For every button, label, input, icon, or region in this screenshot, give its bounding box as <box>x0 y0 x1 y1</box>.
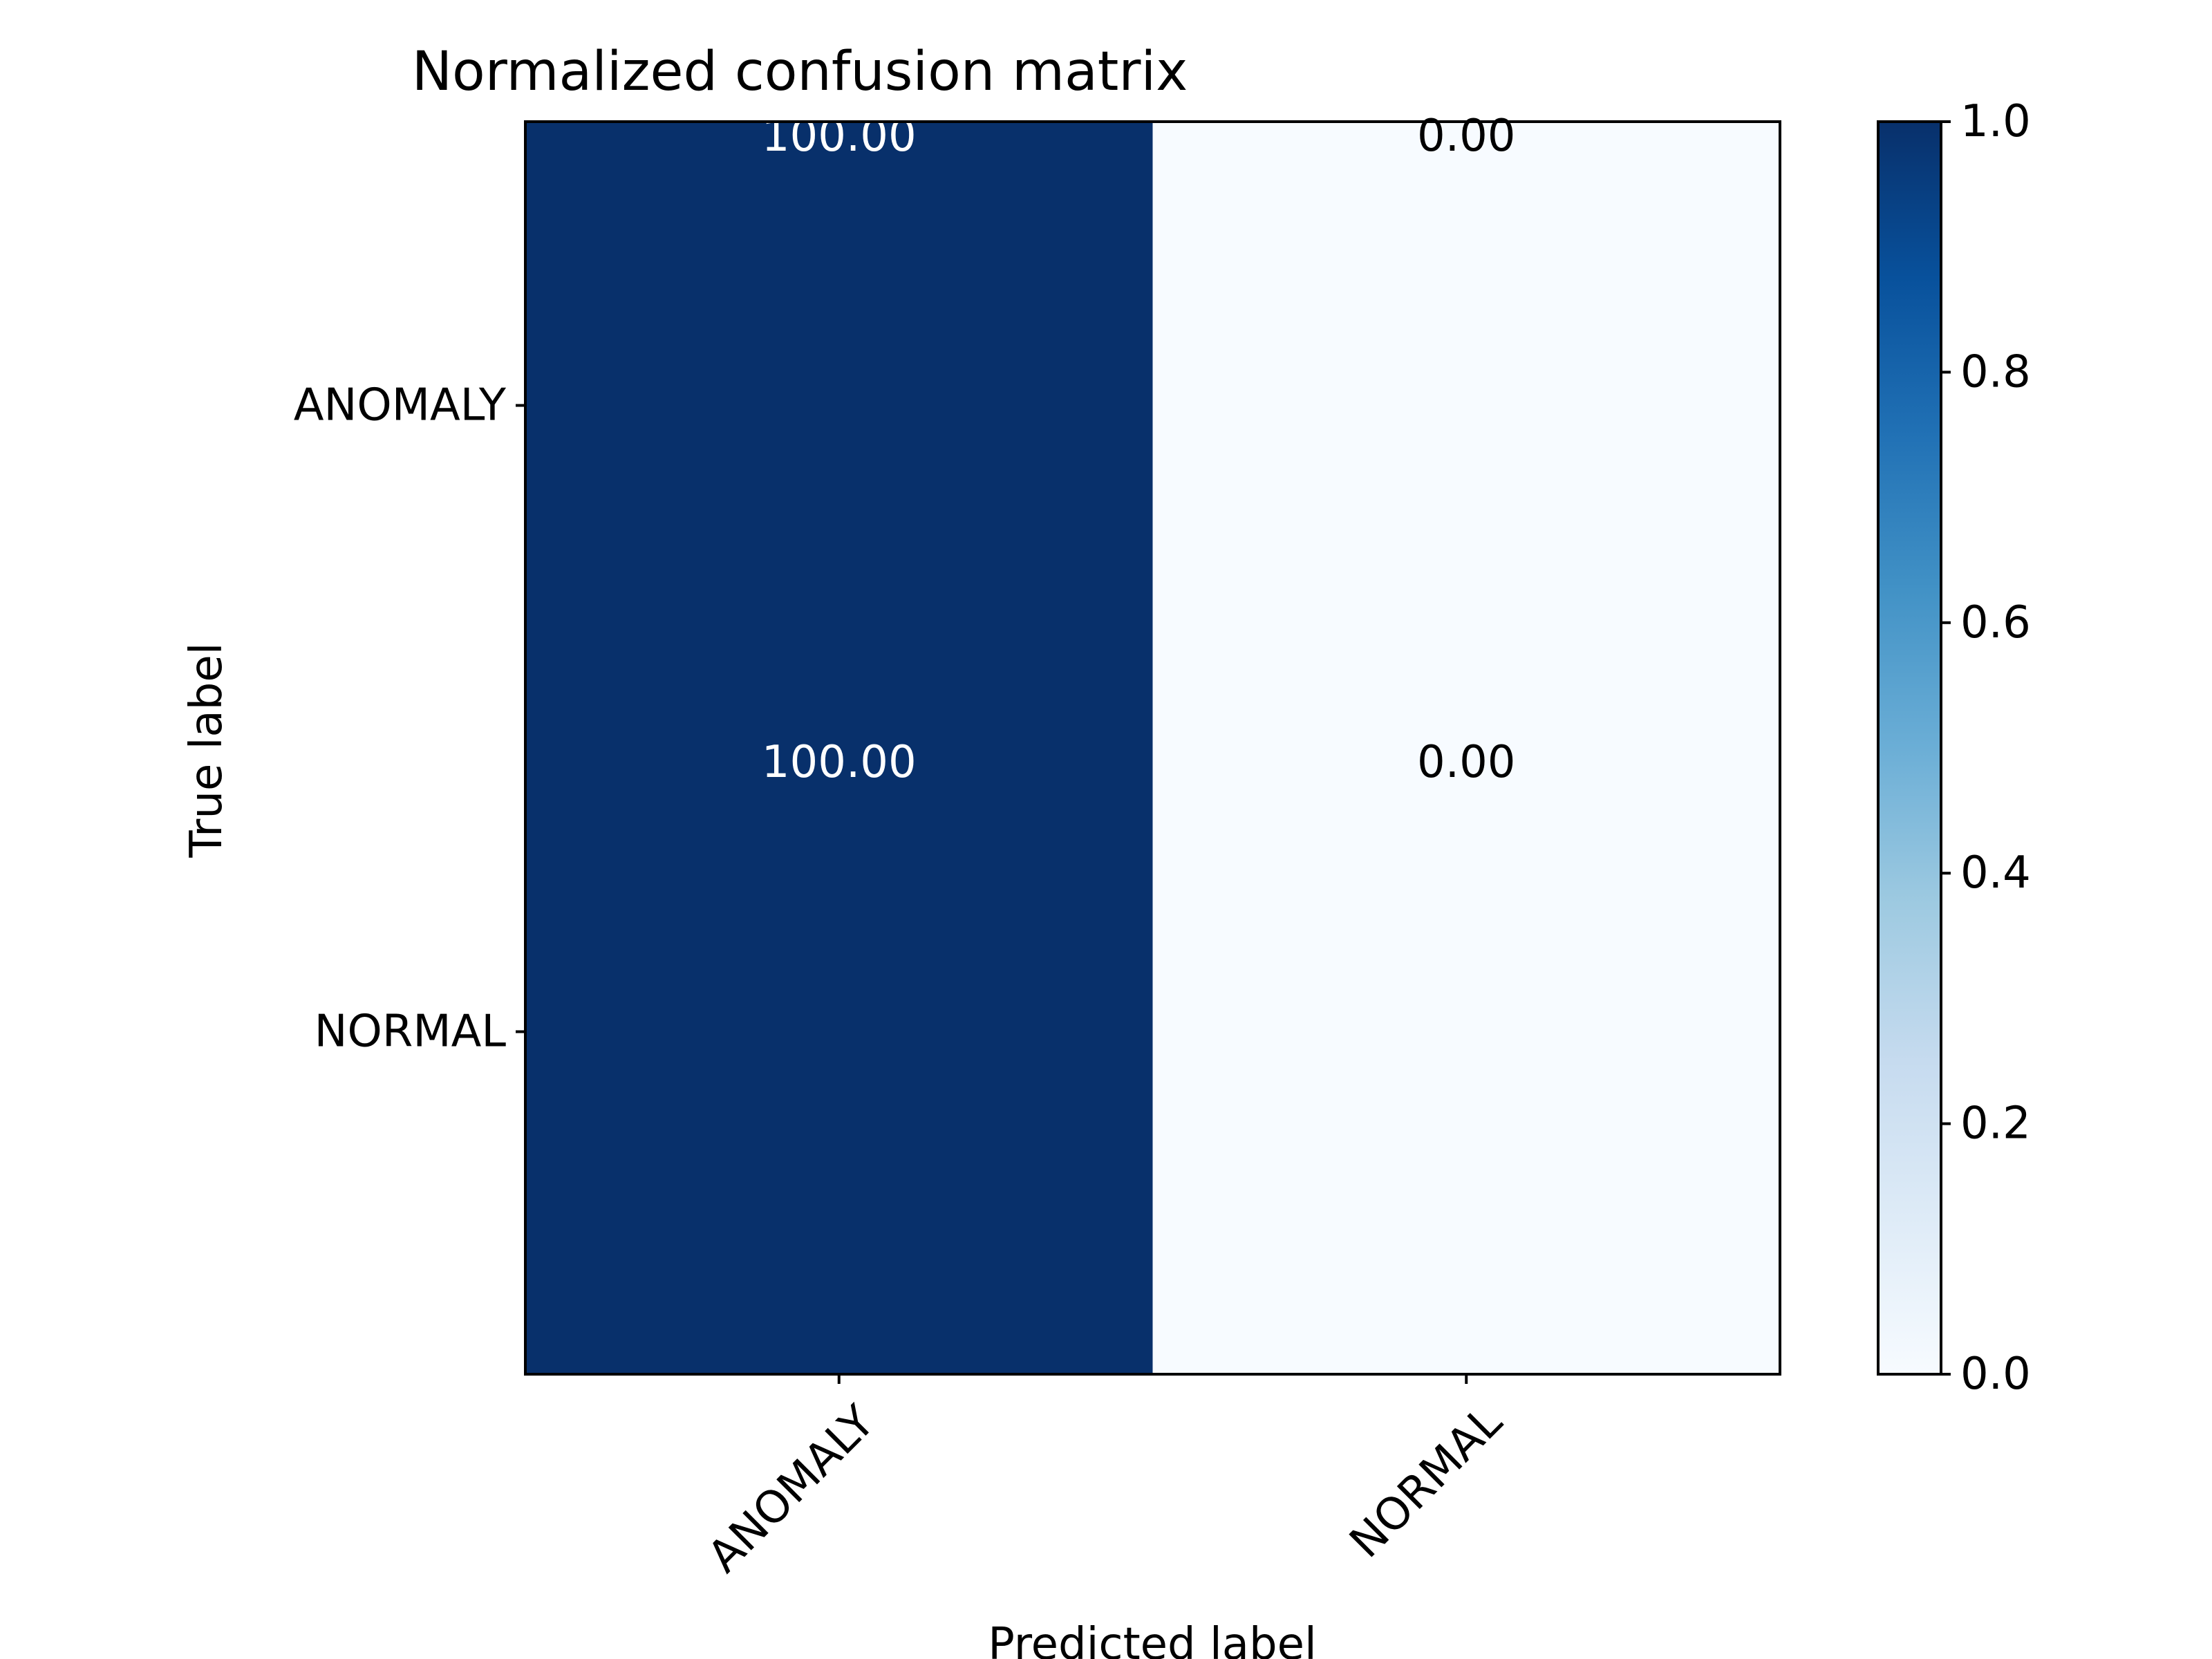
colorbar-gradient <box>1878 122 1941 1374</box>
heatmap-cells <box>525 122 1781 1375</box>
y-axis-ticks: ANOMALY NORMAL <box>294 380 525 1058</box>
x-axis-label: Predicted label <box>988 1619 1317 1659</box>
colorbar-frame <box>1877 120 1942 1376</box>
cell-normal-normal <box>1152 748 1781 1375</box>
cell-normal-normal-label: 0.00 <box>1417 737 1516 788</box>
cell-anomaly-normal <box>1152 122 1781 749</box>
colorbar-ticks: 0.0 0.2 0.4 0.6 0.8 1.0 <box>1941 96 2031 1400</box>
y-tick-label-normal: NORMAL <box>315 1006 507 1058</box>
heatmap-frame <box>524 120 1781 1376</box>
colorbar-tick-label-1: 0.2 <box>1960 1098 2031 1150</box>
cell-anomaly-normal-label: 0.00 <box>1417 111 1516 162</box>
colorbar-tick-label-0: 0.0 <box>1960 1349 2031 1400</box>
y-tick-label-anomaly: ANOMALY <box>294 380 507 431</box>
cell-normal-anomaly-label: 100.00 <box>762 737 917 788</box>
heatmap-cell-labels: 100.00 0.00 100.00 0.00 <box>762 111 1516 788</box>
colorbar-tick-label-5: 1.0 <box>1960 96 2031 147</box>
chart-title: Normalized confusion matrix <box>412 41 1188 103</box>
colorbar-tick-label-4: 0.8 <box>1960 346 2031 397</box>
cell-normal-anomaly <box>525 748 1153 1375</box>
cell-anomaly-anomaly-label: 100.00 <box>762 111 917 162</box>
colorbar-tick-label-2: 0.4 <box>1960 847 2031 899</box>
y-axis-label: True label <box>181 642 232 858</box>
cell-anomaly-anomaly <box>525 122 1153 749</box>
colorbar-tick-label-3: 0.6 <box>1960 597 2031 648</box>
